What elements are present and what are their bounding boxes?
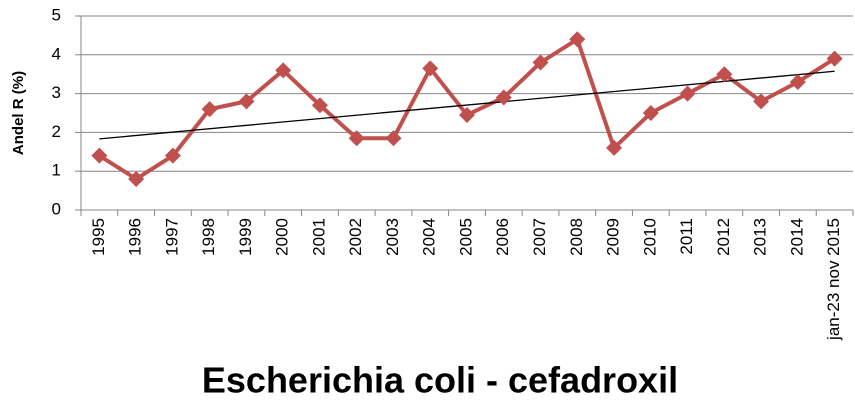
x-tick-label: jan-23 nov 2015 <box>824 218 843 341</box>
x-tick-label: 1997 <box>162 218 181 256</box>
x-tick-label: 2004 <box>420 218 439 256</box>
y-tick-label: 4 <box>52 44 61 63</box>
x-tick-label: 2006 <box>493 218 512 256</box>
x-tick-label: 2001 <box>309 218 328 256</box>
data-point <box>238 93 255 110</box>
data-point <box>569 31 586 48</box>
data-point <box>422 60 439 77</box>
data-point <box>459 106 475 123</box>
x-tick-label: 1995 <box>89 218 108 256</box>
x-tick-label: 2014 <box>787 218 806 256</box>
x-tick-label: 2013 <box>751 218 770 256</box>
y-axis-label: Andel R (%) <box>10 71 27 155</box>
x-tick-label: 2002 <box>346 218 365 256</box>
trendline <box>99 70 835 140</box>
x-tick-label: 2011 <box>677 218 696 255</box>
data-point <box>532 54 549 71</box>
x-tick-label: 2009 <box>604 218 623 256</box>
data-point <box>642 105 659 121</box>
data-point <box>495 89 512 106</box>
data-point <box>164 147 181 164</box>
data-point <box>128 170 145 187</box>
x-tick-label: 2005 <box>456 218 475 256</box>
y-tick-label: 1 <box>52 161 61 180</box>
data-point <box>716 66 733 83</box>
chart-title: Escherichia coli - cefadroxil <box>202 360 678 401</box>
data-point <box>385 130 402 147</box>
data-point <box>311 97 328 114</box>
data-point <box>275 62 292 79</box>
x-tick-label: 2012 <box>714 218 733 256</box>
data-point <box>826 50 843 67</box>
x-tick-label: 1999 <box>236 218 255 256</box>
data-point <box>789 73 806 90</box>
x-tick-label: 2010 <box>640 218 659 256</box>
data-point <box>201 101 218 118</box>
x-tick-label: 1996 <box>126 218 145 256</box>
data-point <box>606 139 623 156</box>
y-tick-label: 3 <box>52 83 61 102</box>
data-point <box>91 147 108 164</box>
data-point <box>679 85 696 102</box>
data-point <box>753 93 770 110</box>
y-tick-label: 0 <box>52 199 61 218</box>
x-tick-label: 2003 <box>383 218 402 256</box>
x-tick-label: 2000 <box>273 218 292 256</box>
data-point <box>348 130 365 147</box>
x-tick-label: 2007 <box>530 218 549 256</box>
y-tick-label: 5 <box>52 5 61 24</box>
x-tick-label: 1998 <box>199 218 218 256</box>
y-tick-label: 2 <box>52 122 61 141</box>
x-tick-label: 2008 <box>567 218 586 256</box>
